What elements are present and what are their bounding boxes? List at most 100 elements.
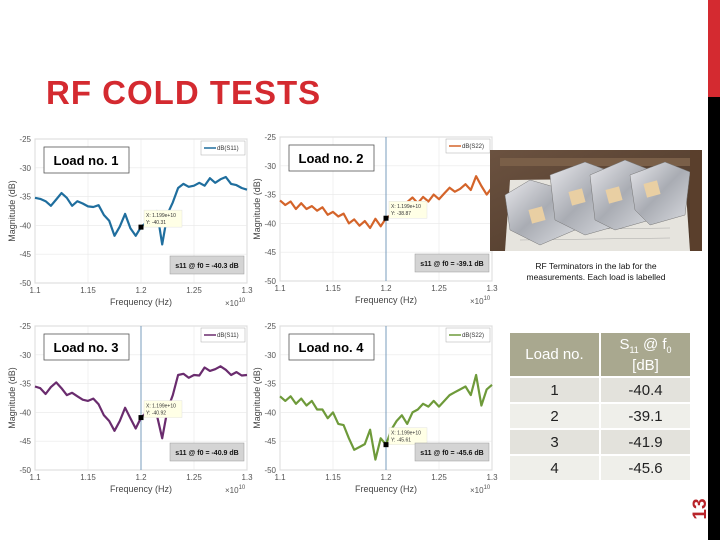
result-annotation: s11 @ f0 = -40.3 dB (175, 263, 238, 270)
x-tick-label: 1.3 (486, 473, 498, 482)
x-tick-label: 1.25 (186, 473, 202, 482)
header-f0-sub: 0 (666, 344, 672, 355)
datatip-y: Y: -45.61 (391, 438, 411, 444)
datatip-x: X: 1.199e+10 (391, 204, 421, 210)
chart-load-4: 1.1 1.15 1.2 1.25 1.3 -25 -30 -35 -40 -45 -50 Frequ… (245, 317, 505, 502)
datatip-box (388, 427, 428, 445)
load-label: Load no. 3 (54, 340, 119, 355)
x-tick-label: 1.25 (431, 284, 447, 293)
datatip-marker (383, 215, 389, 221)
load-label-box (43, 146, 130, 174)
result-annotation-box (414, 442, 490, 462)
caption-line-2: measurements. Each load is labelled (526, 272, 666, 282)
y-tick-label: -25 (264, 133, 276, 142)
y-tick-label: -45 (19, 437, 31, 446)
y-axis-label: Magnitude (dB) (7, 367, 17, 429)
chart-load-3: 1.1 1.15 1.2 1.25 1.3 -25 -30 -35 -40 -45 -50 Frequ… (0, 317, 260, 502)
x-multiplier: ×1010 (470, 296, 491, 306)
x-axis-label: Frequency (Hz) (110, 297, 172, 307)
y-tick-label: -25 (19, 135, 31, 144)
result-annotation-box (169, 255, 245, 275)
datatip-marker (138, 224, 144, 230)
y-tick-label: -35 (264, 191, 276, 200)
x-multiplier: ×1010 (470, 485, 491, 495)
cell-load: 4 (510, 456, 599, 480)
y-axis-label: Magnitude (dB) (252, 178, 262, 240)
x-tick-label: 1.1 (29, 473, 41, 482)
cell-value: -41.9 (601, 430, 690, 454)
load-label: Load no. 4 (299, 340, 365, 355)
legend-box (200, 140, 246, 156)
datatip-marker (383, 442, 389, 448)
legend-label: dB(S22) (462, 333, 484, 339)
y-tick-label: -50 (19, 279, 31, 288)
x-tick-label: 1.2 (380, 284, 392, 293)
y-tick-label: -50 (264, 466, 276, 475)
legend-label: dB(S11) (217, 333, 239, 339)
y-tick-label: -30 (19, 351, 31, 360)
result-annotation: s11 @ f0 = -39.1 dB (420, 261, 483, 268)
datatip-y: Y: -40.31 (146, 220, 166, 226)
terminators-photo (490, 150, 702, 251)
x-tick-label: 1.3 (241, 286, 253, 295)
table-row: 1 -40.4 (510, 378, 690, 402)
page-number: 13 (690, 498, 711, 520)
legend-box (200, 327, 246, 343)
datatip-x: X: 1.199e+10 (146, 404, 176, 410)
x-tick-label: 1.1 (29, 286, 41, 295)
y-tick-label: -45 (264, 437, 276, 446)
result-annotation-box (414, 253, 490, 273)
x-tick-label: 1.15 (80, 286, 96, 295)
y-tick-label: -45 (264, 248, 276, 257)
y-tick-label: -35 (264, 380, 276, 389)
photo-illustration (490, 150, 702, 251)
photo-caption: RF Terminators in the lab for the measur… (490, 261, 702, 283)
load-label: Load no. 1 (54, 153, 119, 168)
result-annotation: s11 @ f0 = -40.9 dB (175, 450, 238, 457)
cell-load: 2 (510, 404, 599, 428)
x-tick-label: 1.15 (325, 473, 341, 482)
header-unit: [dB] (632, 356, 659, 374)
x-axis-label: Frequency (Hz) (110, 484, 172, 494)
x-tick-label: 1.15 (325, 284, 341, 293)
table-row: 4 -45.6 (510, 456, 690, 480)
datatip-y: Y: -38.87 (391, 211, 411, 217)
legend-box (445, 327, 491, 343)
load-label: Load no. 2 (299, 151, 364, 166)
y-tick-label: -40 (19, 221, 31, 230)
datatip-box (143, 400, 183, 418)
y-tick-label: -30 (19, 164, 31, 173)
x-multiplier: ×1010 (225, 298, 246, 308)
y-tick-label: -30 (264, 351, 276, 360)
table-header-row: Load no. S11 @ f0 [dB] (510, 333, 690, 376)
y-tick-label: -30 (264, 162, 276, 171)
cell-value: -45.6 (601, 456, 690, 480)
datatip-x: X: 1.199e+10 (146, 213, 176, 219)
accent-bar-red (708, 0, 720, 97)
result-annotation: s11 @ f0 = -45.6 dB (420, 450, 483, 457)
y-tick-label: -50 (19, 466, 31, 475)
load-label-box (43, 333, 130, 361)
datatip-box (143, 209, 183, 228)
y-tick-label: -25 (19, 322, 31, 331)
chart-load-1: 1.1 1.15 1.2 1.25 1.3 -25 -30 -35 -40 -45 -50 Frequ… (0, 130, 260, 315)
cell-value: -39.1 (601, 404, 690, 428)
chart-load-2: 1.1 1.15 1.2 1.25 1.3 -25 -30 -35 -40 -45 -50 Frequ… (245, 128, 505, 313)
x-tick-label: 1.3 (486, 284, 498, 293)
x-tick-label: 1.1 (274, 473, 286, 482)
accent-bar-black (708, 97, 720, 540)
x-axis-label: Frequency (Hz) (355, 484, 417, 494)
legend-label: dB(S22) (462, 144, 484, 150)
y-tick-label: -35 (19, 193, 31, 202)
header-s11-main: S (619, 335, 630, 353)
legend-box (445, 138, 491, 154)
y-tick-label: -45 (19, 250, 31, 259)
x-tick-label: 1.2 (380, 473, 392, 482)
y-tick-label: -40 (264, 219, 276, 228)
table-row: 3 -41.9 (510, 430, 690, 454)
header-load-no: Load no. (510, 333, 599, 376)
table-row: 2 -39.1 (510, 404, 690, 428)
x-tick-label: 1.15 (80, 473, 96, 482)
chart-svg: 1.1 1.15 1.2 1.25 1.3 -25 -30 -35 -40 -45 -50 Frequ… (252, 322, 498, 495)
chart-svg: 1.1 1.15 1.2 1.25 1.3 -25 -30 -35 -40 -45 -50 Frequ… (7, 322, 253, 495)
